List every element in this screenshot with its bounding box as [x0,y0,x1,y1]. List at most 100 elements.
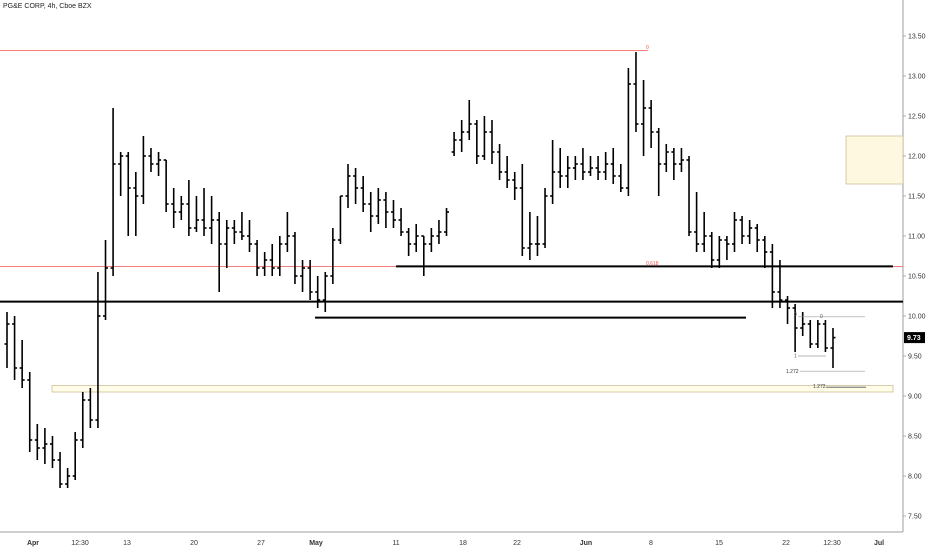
ohlc-bar [383,192,389,228]
ohlc-bar [731,212,737,252]
time-axis[interactable]: Apr 12:30 13 20 27 May 11 18 22 Jun 8 15 22 12:30 Jul [27,540,884,547]
ohlc-bar [671,148,677,180]
price-tick-label: 8.00 [908,474,922,481]
zone-layer [51,135,904,393]
ohlc-bar [193,196,199,232]
ohlc-bar [254,240,260,276]
ohlc-bar [284,212,290,252]
ohlc-bar [474,120,480,164]
time-tick-label: 15 [715,540,723,547]
level-label: 0 [646,45,649,51]
price-tick-label: 7.50 [908,514,922,521]
ohlc-bar [110,108,116,276]
ohlc-bar [277,236,283,276]
ohlc-bar [550,140,556,204]
ohlc-bar [504,156,510,188]
ohlc-bar [489,120,495,164]
ohlc-bar [292,232,298,284]
ohlc-bar [224,220,230,268]
ohlc-bar [49,436,55,468]
ohlc-bar [246,220,252,252]
ohlc-bar [618,164,624,192]
ohlc-bar [262,252,268,276]
price-tick-label: 8.50 [908,434,922,441]
price-tick-label: 13.50 [908,34,926,41]
ohlc-bar [103,240,109,320]
ohlc-bar [610,148,616,184]
ohlc-bar [34,424,40,460]
ohlc-bar [42,428,48,464]
ohlc-bar [747,220,753,244]
ohlc-bar [269,244,275,276]
ohlc-bar [830,328,836,368]
time-tick-label: 8 [649,540,653,547]
ohlc-bar [118,152,124,196]
bars-layer [4,52,836,488]
projection-label: 0 [820,314,823,320]
ohlc-bar [785,296,791,324]
ohlc-bar [201,188,207,236]
ohlc-bar [777,260,783,308]
ohlc-bar [701,212,707,252]
ohlc-bar [534,216,540,256]
ohlc-bar [436,220,442,244]
ohlc-bar [65,468,71,488]
ohlc-bar [421,235,427,276]
ohlc-bar [595,156,601,180]
ohlc-bar [588,156,594,176]
ohlc-bar [4,312,10,368]
ohlc-bar [716,236,722,268]
price-tick-label: 10.00 [908,314,926,321]
projection-layer: 0 0 1 1.272 1.272 [786,312,866,390]
ohlc-bar [239,212,245,240]
ohlc-bar [762,236,768,268]
symbol-header: PG&E CORP, 4h, Cboe BZX [3,3,92,10]
ohlc-bar [678,148,684,172]
projection-label: 1 [794,354,797,360]
price-tick-label: 9.50 [908,354,922,361]
price-tick-label: 9.00 [908,394,922,401]
ohlc-bar [368,192,374,232]
price-axis[interactable]: 7.50 8.00 8.50 9.00 9.50 10.00 10.50 11.00 11.50… [903,34,926,521]
ohlc-bar [398,208,404,236]
ohlc-bar [656,128,662,196]
ohlc-bar [156,152,162,176]
time-tick-label: 22 [513,540,521,547]
ohlc-bar [459,120,465,152]
time-tick-label: Jul [874,540,884,547]
ohlc-bar [300,260,306,292]
ohlc-bar [497,144,503,180]
ohlc-bar [27,372,33,452]
ohlc-bar [216,212,222,292]
ohlc-bar [625,68,631,196]
projection-label: 1.272 [813,384,826,390]
time-tick-label: Jun [580,540,592,547]
ohlc-bar [792,304,798,352]
time-tick-label: 20 [190,540,198,547]
ohlc-bar [375,188,381,224]
ohlc-bar [390,200,396,228]
ohlc-bar [209,196,215,244]
time-tick-label: 12:30 [823,540,841,547]
projection-label: 1.272 [786,369,799,375]
ohlc-bar [406,228,412,256]
zone-box [51,385,894,393]
price-tick-label: 11.50 [908,194,925,201]
ohlc-bar [519,164,525,256]
ohlc-bar [709,232,715,268]
time-tick-label: 27 [257,540,265,547]
ohlc-bar [163,159,169,212]
price-tick-label: 13.00 [908,74,926,81]
ohlc-bar [171,188,177,228]
ohlc-bar [231,220,237,244]
time-tick-label: 18 [459,540,467,547]
ohlc-bar [133,172,139,236]
level-label: 0.618 [646,261,659,267]
ohlc-bar [565,156,571,188]
current-price-tag [904,332,925,344]
ohlc-bar [451,132,457,156]
projection-label: 0 [794,312,797,318]
time-tick-label: 22 [782,540,790,547]
